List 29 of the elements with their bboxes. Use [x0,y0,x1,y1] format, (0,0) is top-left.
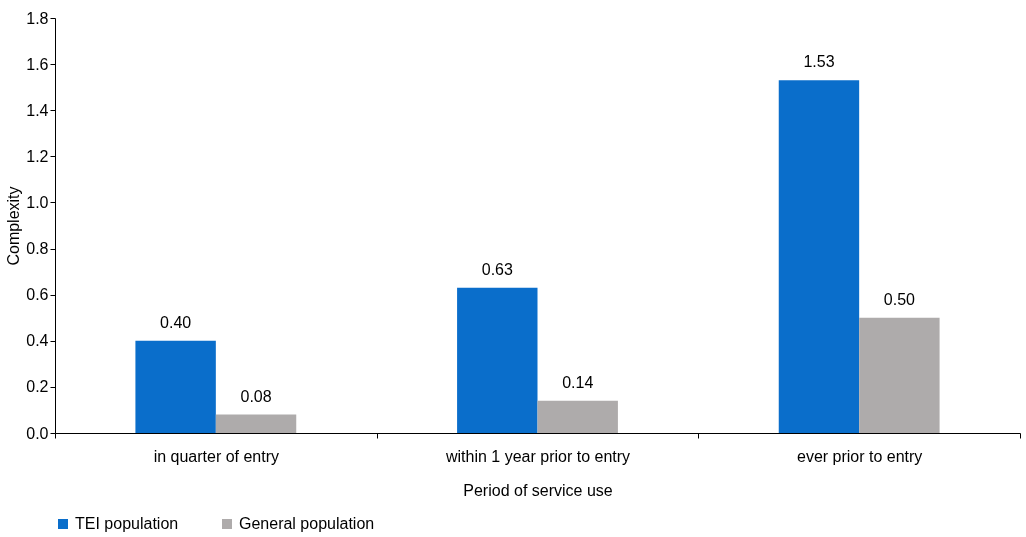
bar [778,80,860,433]
x-tick-label: in quarter of entry [153,447,280,465]
y-tick-label: 1.6 [26,55,49,73]
data-label: 0.14 [562,373,594,391]
y-tick-label: 1.4 [26,101,49,119]
bar [215,414,297,433]
y-tick-label: 0.8 [26,240,49,258]
data-label: 0.50 [883,290,916,308]
bar [457,287,538,433]
y-tick-label: 1.2 [26,147,49,165]
x-tick-label: ever prior to entry [796,447,923,465]
data-label: 0.40 [160,313,192,331]
legend-label: General population [239,515,375,532]
y-tick-label: 0.6 [26,286,49,304]
legend-label: TEI population [75,515,179,532]
bar [859,317,940,433]
y-tick-label: 1.0 [26,193,49,211]
data-label: 0.63 [481,260,513,278]
bar [537,400,618,433]
y-tick-label: 0.4 [26,332,49,350]
data-label: 0.08 [240,387,272,405]
y-axis-title: Complexity [5,186,23,266]
x-tick-label: within 1 year prior to entry [444,447,631,465]
bar [135,340,216,433]
y-tick-label: 1.8 [26,9,49,27]
data-label: 1.53 [803,53,835,71]
y-tick-label: 0.0 [26,424,49,442]
y-tick-label: 0.2 [26,378,49,396]
x-axis-title: Period of service use [463,481,613,499]
